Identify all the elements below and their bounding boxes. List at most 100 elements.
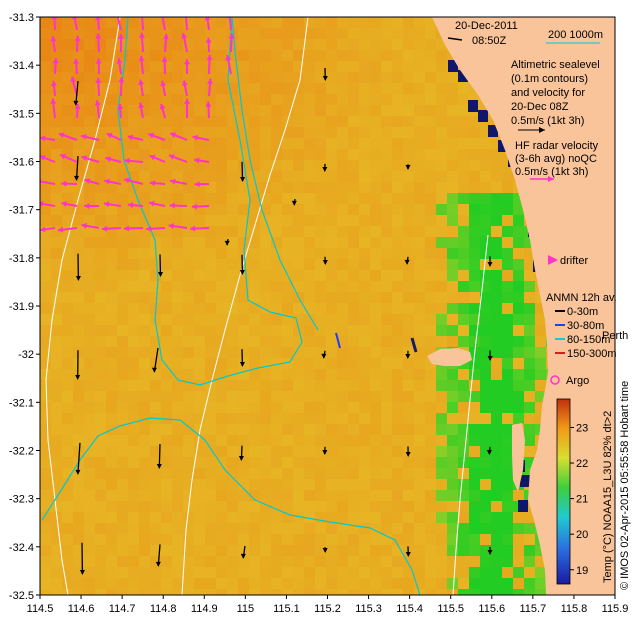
sst-cell bbox=[502, 380, 514, 392]
sst-cell bbox=[348, 424, 360, 436]
sst-cell bbox=[161, 116, 173, 128]
sst-cell bbox=[436, 303, 448, 315]
sst-cell bbox=[150, 468, 162, 480]
sst-cell bbox=[469, 325, 481, 337]
sst-cell bbox=[161, 534, 173, 546]
sst-cell bbox=[161, 39, 173, 51]
sst-cell bbox=[403, 17, 415, 29]
sst-cell bbox=[183, 72, 195, 84]
sst-cell bbox=[260, 402, 272, 414]
sst-cell bbox=[249, 446, 261, 458]
sst-cell bbox=[315, 248, 327, 260]
sst-cell bbox=[326, 567, 338, 579]
sst-cell bbox=[480, 545, 492, 557]
sst-cell bbox=[139, 556, 151, 568]
sst-cell bbox=[315, 534, 327, 546]
hf-radar-vectors bbox=[40, 17, 235, 233]
sst-cell bbox=[95, 204, 107, 216]
sst-cell bbox=[282, 28, 294, 40]
sst-cell bbox=[425, 325, 437, 337]
sst-cell bbox=[491, 325, 503, 337]
sst-cell bbox=[304, 413, 316, 425]
sst-cell bbox=[139, 325, 151, 337]
sst-cell bbox=[425, 281, 437, 293]
sst-cell bbox=[51, 413, 63, 425]
sst-cell bbox=[40, 589, 52, 595]
sst-cell bbox=[447, 534, 459, 546]
sst-cell bbox=[172, 61, 184, 73]
sst-cell bbox=[73, 116, 85, 128]
sst-cell bbox=[315, 281, 327, 293]
sst-cell bbox=[172, 435, 184, 447]
sst-cell bbox=[51, 138, 63, 150]
sst-cell bbox=[106, 171, 118, 183]
sst-cell bbox=[381, 402, 393, 414]
sst-cell bbox=[480, 556, 492, 568]
sst-cell bbox=[51, 501, 63, 513]
sst-cell bbox=[260, 358, 272, 370]
sst-cell bbox=[348, 94, 360, 106]
sst-cell bbox=[348, 127, 360, 139]
sst-cell bbox=[216, 545, 228, 557]
hf-vector-head bbox=[194, 181, 200, 188]
sst-cell bbox=[271, 413, 283, 425]
sst-cell bbox=[95, 523, 107, 535]
sst-cell bbox=[326, 314, 338, 326]
sst-cell bbox=[205, 259, 217, 271]
sst-cell bbox=[260, 204, 272, 216]
sst-cell bbox=[106, 490, 118, 502]
sst-cell bbox=[348, 446, 360, 458]
sst-cell bbox=[315, 435, 327, 447]
sst-cell bbox=[447, 325, 459, 337]
sst-cell bbox=[150, 501, 162, 513]
sst-cell bbox=[315, 50, 327, 62]
sst-cell bbox=[150, 127, 162, 139]
sst-cell bbox=[238, 83, 250, 95]
sst-cell bbox=[238, 325, 250, 337]
sst-cell bbox=[139, 292, 151, 304]
sst-cell bbox=[282, 182, 294, 194]
sst-cell bbox=[436, 446, 448, 458]
sst-cell bbox=[337, 171, 349, 183]
sst-cell bbox=[172, 479, 184, 491]
sst-cell bbox=[392, 413, 404, 425]
hf-vector-head bbox=[127, 202, 133, 209]
sst-cell bbox=[370, 391, 382, 403]
sst-cell bbox=[392, 446, 404, 458]
sst-cell bbox=[392, 226, 404, 238]
sst-cell bbox=[326, 413, 338, 425]
sst-cell bbox=[535, 325, 547, 337]
hf-vector-head bbox=[149, 154, 156, 161]
sst-cell bbox=[194, 457, 206, 469]
sst-cell bbox=[337, 402, 349, 414]
sst-cell bbox=[117, 336, 129, 348]
sst-cell bbox=[62, 479, 74, 491]
sst-cell bbox=[348, 292, 360, 304]
sst-cell bbox=[128, 226, 140, 238]
sst-cell bbox=[139, 105, 151, 117]
sst-cell bbox=[315, 589, 327, 595]
sst-cell bbox=[249, 545, 261, 557]
sst-cell bbox=[271, 325, 283, 337]
sst-cell bbox=[216, 182, 228, 194]
sst-cell bbox=[106, 358, 118, 370]
sst-cell bbox=[183, 567, 195, 579]
sst-cell bbox=[535, 347, 547, 359]
sst-cell bbox=[73, 435, 85, 447]
sst-cell bbox=[150, 523, 162, 535]
hf-vector-head bbox=[228, 33, 235, 39]
sst-cell bbox=[95, 83, 107, 95]
sst-cell bbox=[491, 457, 503, 469]
sst-cell bbox=[425, 17, 437, 29]
sst-cell bbox=[403, 567, 415, 579]
sst-cell bbox=[425, 457, 437, 469]
sst-cell bbox=[227, 380, 239, 392]
sst-cell bbox=[150, 160, 162, 172]
sst-cell bbox=[216, 28, 228, 40]
sst-cell bbox=[172, 193, 184, 205]
sst-cell bbox=[524, 424, 536, 436]
sst-cell bbox=[502, 391, 514, 403]
sst-cell bbox=[227, 457, 239, 469]
sst-cell bbox=[359, 61, 371, 73]
sst-cell bbox=[315, 160, 327, 172]
